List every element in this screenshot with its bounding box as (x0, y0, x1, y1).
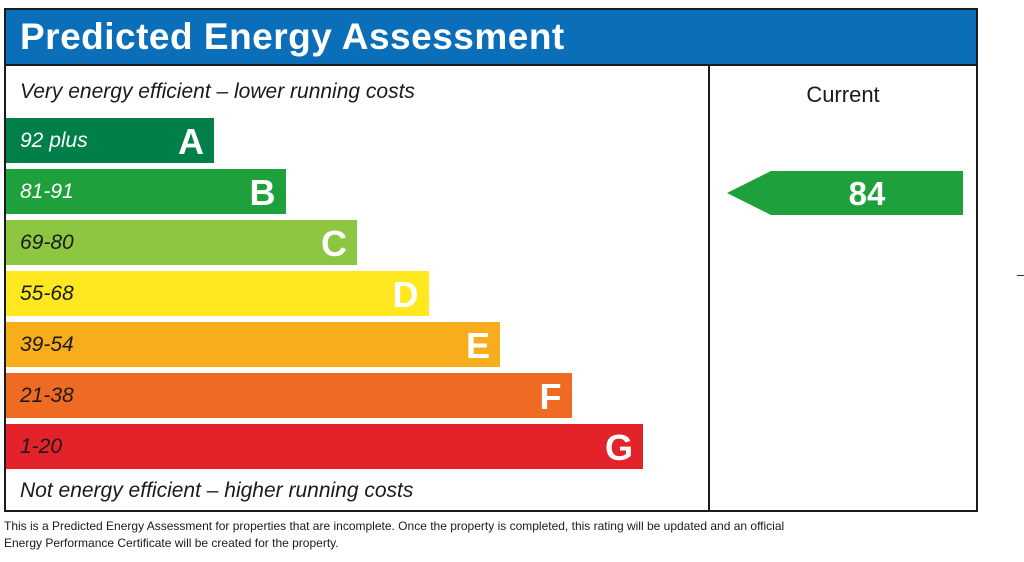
band-range-label: 39-54 (20, 333, 74, 356)
band-range-label: 81-91 (20, 180, 74, 203)
column-divider (708, 66, 710, 510)
current-rating-arrow: 84 (727, 171, 963, 215)
band-d: 55-68 D (6, 271, 429, 316)
band-range-label: 21-38 (20, 384, 74, 407)
footnote: This is a Predicted Energy Assessment fo… (4, 519, 785, 550)
band-range-label: 69-80 (20, 231, 74, 254)
band-letter: G (604, 427, 633, 468)
band-e: 39-54 E (6, 322, 500, 367)
band-letter: A (178, 121, 204, 162)
band-f: 21-38 F (6, 373, 572, 418)
band-letter: F (539, 376, 562, 417)
band-range-label: 55-68 (20, 282, 74, 305)
header-bar: Predicted Energy Assessment (6, 10, 976, 66)
page-title: Predicted Energy Assessment (20, 16, 565, 57)
band-letter: B (249, 172, 276, 213)
efficient-note: Very energy efficient – lower running co… (20, 80, 415, 103)
band-c: 69-80 C (6, 220, 357, 265)
current-rating-value: 84 (848, 175, 886, 212)
rating-bands: 92 plus A 81-91 B 69-80 C 55-68 D 39-54 E 21-38 F 1-… (6, 10, 976, 510)
band-letter: E (465, 325, 490, 366)
band-b: 81-91 B (6, 169, 286, 214)
current-column-header: Current (806, 82, 880, 107)
band-a: 92 plus A (6, 118, 214, 163)
band-range-label: 92 plus (20, 129, 88, 152)
inefficient-note: Not energy efficient – higher running co… (20, 479, 414, 502)
edge-mark (1017, 275, 1024, 276)
band-range-label: 1-20 (20, 435, 63, 458)
energy-assessment-frame: Predicted Energy Assessment Very energy … (4, 8, 978, 512)
band-letter: D (392, 274, 419, 315)
band-g: 1-20 G (6, 424, 643, 469)
band-letter: C (321, 223, 347, 264)
